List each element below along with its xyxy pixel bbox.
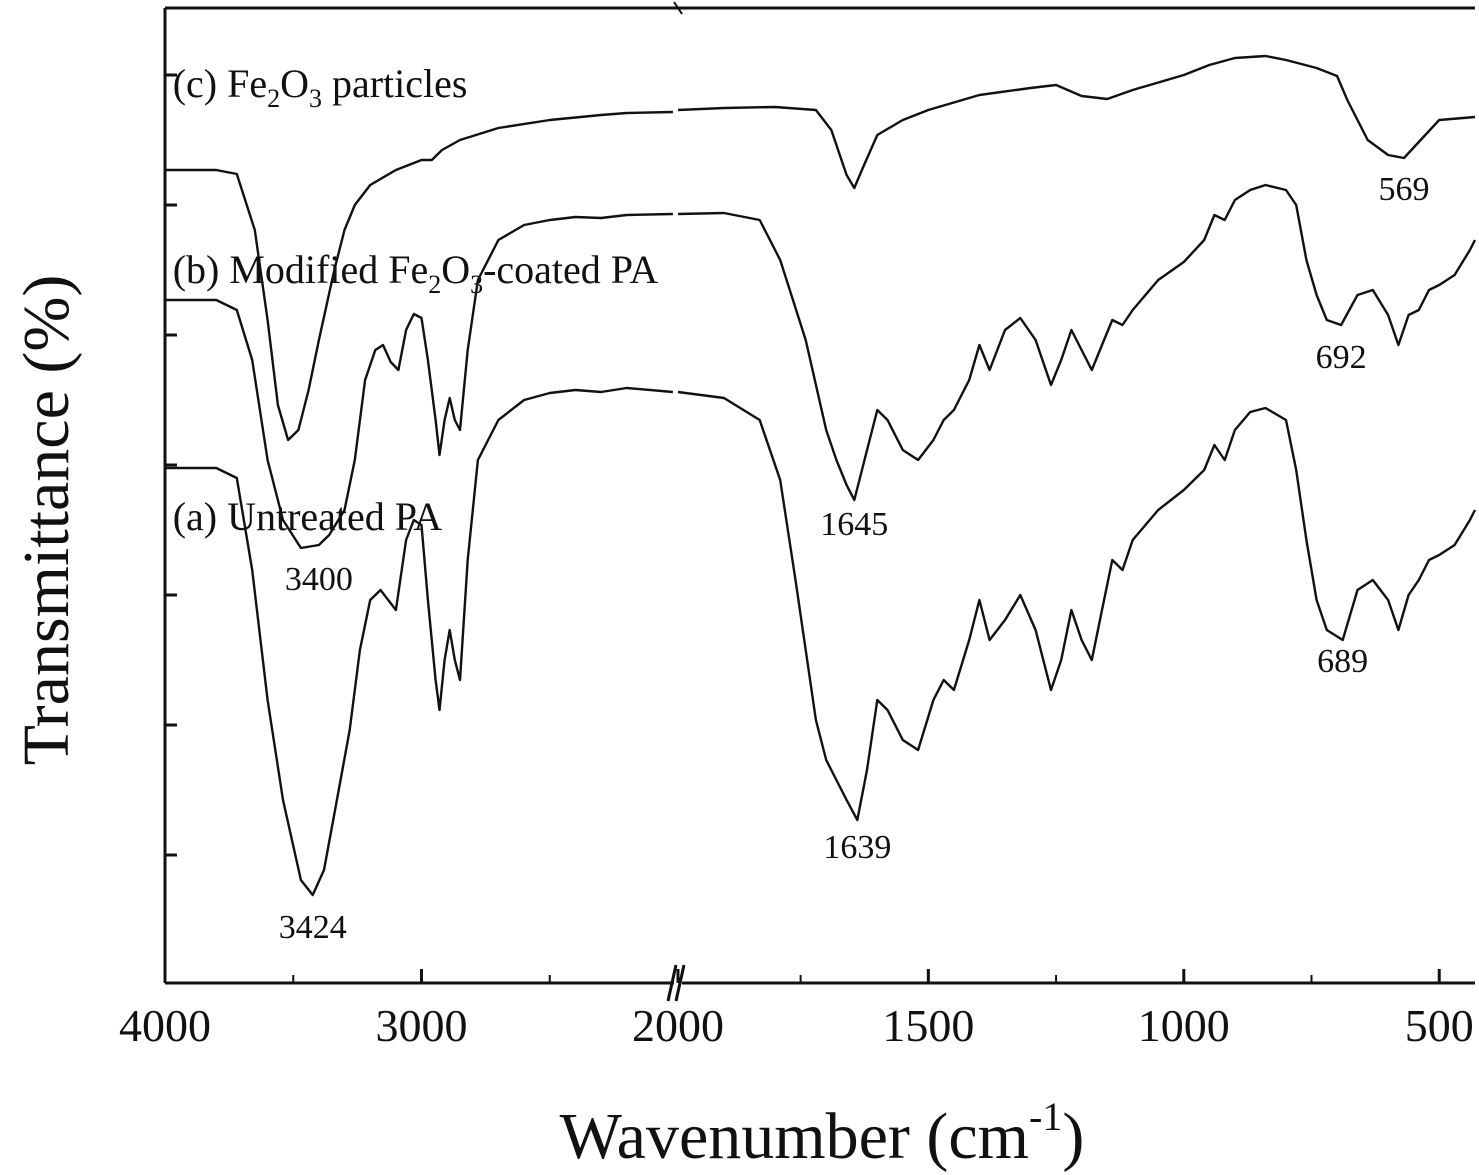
series-labels: (c) Fe2O3 particles(b) Modified Fe2O3-co…: [173, 61, 659, 539]
spectrum-lines: [165, 54, 1477, 897]
x-tick-label: 2000: [632, 1000, 724, 1051]
peak-label-1645: 1645: [820, 506, 888, 543]
series-label-part: -coated PA: [483, 247, 658, 292]
series-label-part: (c) Fe: [173, 61, 267, 106]
series-label-b: (b) Modified Fe2O3-coated PA: [173, 247, 659, 299]
x-axis-title: Wavenumber (cm-1): [560, 1094, 1085, 1173]
series-label-part: 2: [428, 270, 441, 299]
series-label-part: particles: [322, 61, 468, 106]
series-line-c-right: [677, 54, 1476, 190]
axis-break-mark: [666, 964, 678, 1002]
x-tick-label: 500: [1405, 1000, 1474, 1051]
peak-label-3400: 3400: [285, 561, 353, 598]
x-tick-label: 1000: [1138, 1000, 1230, 1051]
series-line-b-right: [677, 183, 1477, 502]
series-line-c-left: [165, 110, 673, 442]
series-label-a: (a) Untreated PA: [173, 494, 443, 539]
series-label-part: O: [441, 247, 470, 292]
y-axis-title: Transmittance (%): [10, 275, 83, 766]
x-axis-title-end: ): [1062, 1100, 1084, 1173]
series-label-part: 3: [470, 270, 483, 299]
peak-label-689: 689: [1317, 643, 1368, 680]
series-label-part: 2: [267, 84, 280, 113]
x-axis-ticks: 4000 3000 2000 1500 1000 500: [119, 969, 1474, 1051]
x-axis-title-sup: -1: [1029, 1094, 1062, 1139]
x-tick-label: 4000: [119, 1000, 211, 1051]
series-label-part: O: [280, 61, 309, 106]
x-tick-label: 1500: [882, 1000, 974, 1051]
series-label-part: (b) Modified Fe: [173, 247, 429, 292]
peak-label-692: 692: [1316, 339, 1367, 376]
series-label-part: (a) Untreated PA: [173, 494, 443, 539]
x-axis-title-main: Wavenumber (cm: [560, 1100, 1029, 1173]
peak-label-1639: 1639: [823, 829, 891, 866]
series-label-c: (c) Fe2O3 particles: [173, 61, 468, 113]
series-label-part: 3: [309, 84, 322, 113]
peak-label-3424: 3424: [279, 909, 347, 946]
peak-label-569: 569: [1378, 171, 1429, 208]
axis-break-mark-top: [673, 1, 683, 15]
series-line-b-left: [165, 212, 673, 550]
axis-break-mark: [674, 964, 686, 1002]
y-axis-ticks: [165, 73, 177, 857]
series-line-a-left: [165, 386, 674, 897]
peak-labels: 569 692 1645 3400 689 1639 3424: [279, 171, 1430, 946]
x-tick-label: 3000: [376, 1000, 468, 1051]
series-line-a-right: [677, 390, 1477, 822]
